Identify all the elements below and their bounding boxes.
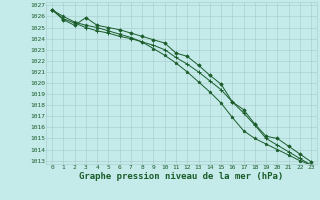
X-axis label: Graphe pression niveau de la mer (hPa): Graphe pression niveau de la mer (hPa): [79, 172, 284, 181]
